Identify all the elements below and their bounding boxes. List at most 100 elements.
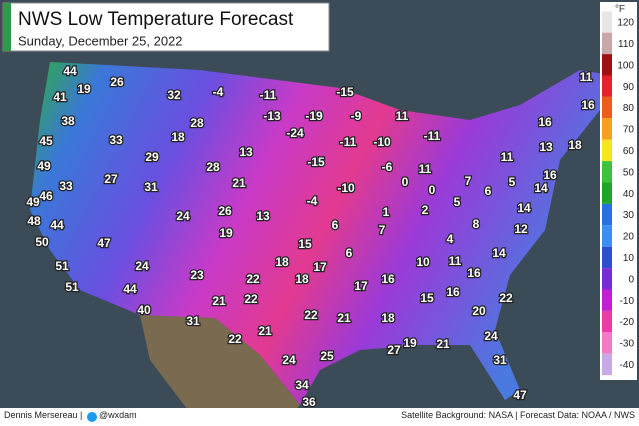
footer-handle: @wxdam xyxy=(99,410,137,420)
temperature-label: 31 xyxy=(186,314,200,328)
temperature-label: 5 xyxy=(454,195,461,209)
temperature-label: 18 xyxy=(295,272,309,286)
temperature-label: 11 xyxy=(449,254,462,268)
subtitle: Sunday, December 25, 2022 xyxy=(18,33,183,48)
temperature-label: 16 xyxy=(446,285,460,299)
temperature-label: -4 xyxy=(213,85,224,99)
temperature-label: 44 xyxy=(123,282,137,296)
temperature-label: -15 xyxy=(307,155,325,169)
mexico xyxy=(140,315,300,426)
legend-tick-label: 40 xyxy=(623,189,635,200)
temperature-label: 21 xyxy=(258,324,272,338)
temperature-label: 33 xyxy=(109,133,123,147)
legend-swatch xyxy=(602,139,612,162)
temperature-label: 38 xyxy=(61,114,75,128)
temperature-label: 5 xyxy=(509,175,516,189)
temperature-label: 29 xyxy=(145,150,159,164)
temperature-label: 25 xyxy=(320,349,334,363)
temperature-label: 17 xyxy=(313,260,327,274)
temperature-label: -11 xyxy=(340,135,357,149)
temperature-label: 15 xyxy=(298,237,312,251)
temperature-label: 21 xyxy=(212,294,226,308)
temperature-label: 27 xyxy=(387,343,401,357)
legend-tick-label: -30 xyxy=(620,339,635,350)
temperature-label: 40 xyxy=(137,303,151,317)
temperature-label: 49 xyxy=(26,195,40,209)
temperature-label: 11 xyxy=(580,70,593,84)
temperature-label: 16 xyxy=(543,168,557,182)
temperature-label: 51 xyxy=(65,280,79,294)
temperature-label: 28 xyxy=(190,116,204,130)
legend-tick-label: -40 xyxy=(620,360,635,371)
temperature-label: 6 xyxy=(346,246,353,260)
temperature-label: 51 xyxy=(55,259,69,273)
temperature-label: 8 xyxy=(473,217,480,231)
temperature-label: 19 xyxy=(219,226,233,240)
legend-tick-label: 90 xyxy=(623,82,635,93)
temperature-label: 11 xyxy=(396,109,409,123)
temperature-label: 22 xyxy=(304,308,318,322)
temperature-label: 22 xyxy=(246,272,260,286)
temperature-label: 15 xyxy=(420,291,434,305)
temperature-label: 11 xyxy=(419,162,432,176)
temperature-label: 27 xyxy=(104,172,118,186)
footer-credits: Satellite Background: NASA | Forecast Da… xyxy=(401,410,635,420)
temperature-label: 41 xyxy=(53,90,67,104)
legend-tick-label: 80 xyxy=(623,103,635,114)
temperature-label: -6 xyxy=(382,160,393,174)
legend-swatch xyxy=(602,203,612,226)
temperature-label: 22 xyxy=(244,292,258,306)
temperature-label: -10 xyxy=(373,135,391,149)
temperature-label: 17 xyxy=(354,279,368,293)
legend-swatch xyxy=(602,96,612,119)
legend-tick-label: 30 xyxy=(623,210,635,221)
legend-swatch xyxy=(602,246,612,269)
temperature-label: 47 xyxy=(97,236,111,250)
temperature-label: 34 xyxy=(295,378,309,392)
temperature-label: 0 xyxy=(402,175,409,189)
temperature-label: 21 xyxy=(232,176,246,190)
legend-swatch xyxy=(602,225,612,247)
temperature-label: 22 xyxy=(228,332,242,346)
temperature-label: 36 xyxy=(302,395,316,409)
temperature-label: 0 xyxy=(429,183,436,197)
legend-tick-label: 70 xyxy=(623,125,635,136)
temperature-label: 18 xyxy=(171,130,185,144)
temperature-label: 16 xyxy=(581,98,595,112)
title: NWS Low Temperature Forecast xyxy=(18,9,294,30)
temperature-label: -24 xyxy=(286,126,304,140)
legend-tick-label: 50 xyxy=(623,167,635,178)
temperature-label: 24 xyxy=(282,353,296,367)
temperature-label: 18 xyxy=(568,138,582,152)
twitter-icon xyxy=(87,412,97,422)
temperature-label: 21 xyxy=(436,337,450,351)
temperature-label: 14 xyxy=(534,181,548,195)
temperature-label: -15 xyxy=(336,85,354,99)
temperature-label: 26 xyxy=(110,75,124,89)
legend-swatch xyxy=(602,32,612,55)
temperature-label: 2 xyxy=(422,203,429,217)
temperature-label: 31 xyxy=(493,353,507,367)
temperature-label: 18 xyxy=(381,311,395,325)
temperature-label: 47 xyxy=(513,388,527,402)
temperature-label: 26 xyxy=(218,204,232,218)
temperature-label: 12 xyxy=(514,222,528,236)
temperature-label: 19 xyxy=(403,336,417,350)
legend-tick-label: -10 xyxy=(620,296,635,307)
temperature-label: 13 xyxy=(539,140,553,154)
temperature-label: 24 xyxy=(135,259,149,273)
temperature-label: 11 xyxy=(501,150,514,164)
temperature-label: 48 xyxy=(27,214,41,228)
legend-swatch xyxy=(602,289,612,311)
legend-swatch xyxy=(602,75,612,97)
temperature-label: -13 xyxy=(263,109,281,123)
legend-swatch xyxy=(602,310,612,333)
temperature-label: 46 xyxy=(39,189,53,203)
temperature-label: 21 xyxy=(337,311,351,325)
temperature-label: 16 xyxy=(538,115,552,129)
temperature-label: -10 xyxy=(337,181,355,195)
legend-tick-label: 100 xyxy=(617,60,634,71)
temperature-label: 44 xyxy=(50,218,64,232)
